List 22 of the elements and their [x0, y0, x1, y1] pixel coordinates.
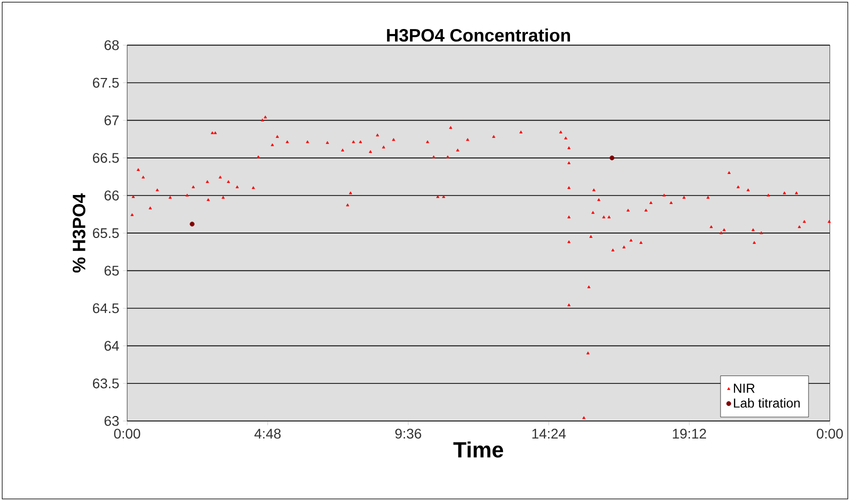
y-tick-label: 65	[104, 266, 119, 276]
y-tick-label: 66	[104, 190, 119, 200]
x-tick-label: 0:00	[114, 428, 140, 439]
y-tick-label: 68	[104, 40, 119, 50]
y-tick-label: 67.5	[92, 78, 119, 88]
legend-label: NIR	[734, 384, 755, 393]
x-tick-label: 14:24	[532, 428, 566, 438]
y-tick-label: 64	[104, 340, 119, 351]
x-tick-label: 19:12	[672, 428, 706, 439]
x-tick-label: 9:36	[395, 428, 422, 439]
y-axis-title: % H3PO4	[72, 193, 86, 272]
y-tick-label: 67	[104, 115, 119, 126]
x-tick-label: 4:48	[254, 428, 281, 439]
y-tick-label: 66.5	[92, 152, 119, 163]
legend-label: Lab titration	[734, 398, 800, 408]
y-tick-label: 65.5	[92, 228, 119, 238]
y-tick-label: 63	[104, 416, 119, 426]
x-axis-title: Time	[453, 441, 504, 458]
x-tick-label: 0:00	[816, 428, 843, 439]
chart-title: H3PO4 Concentration	[387, 28, 570, 42]
y-tick-label: 63.5	[92, 378, 119, 388]
y-tick-label: 64.5	[92, 303, 119, 314]
